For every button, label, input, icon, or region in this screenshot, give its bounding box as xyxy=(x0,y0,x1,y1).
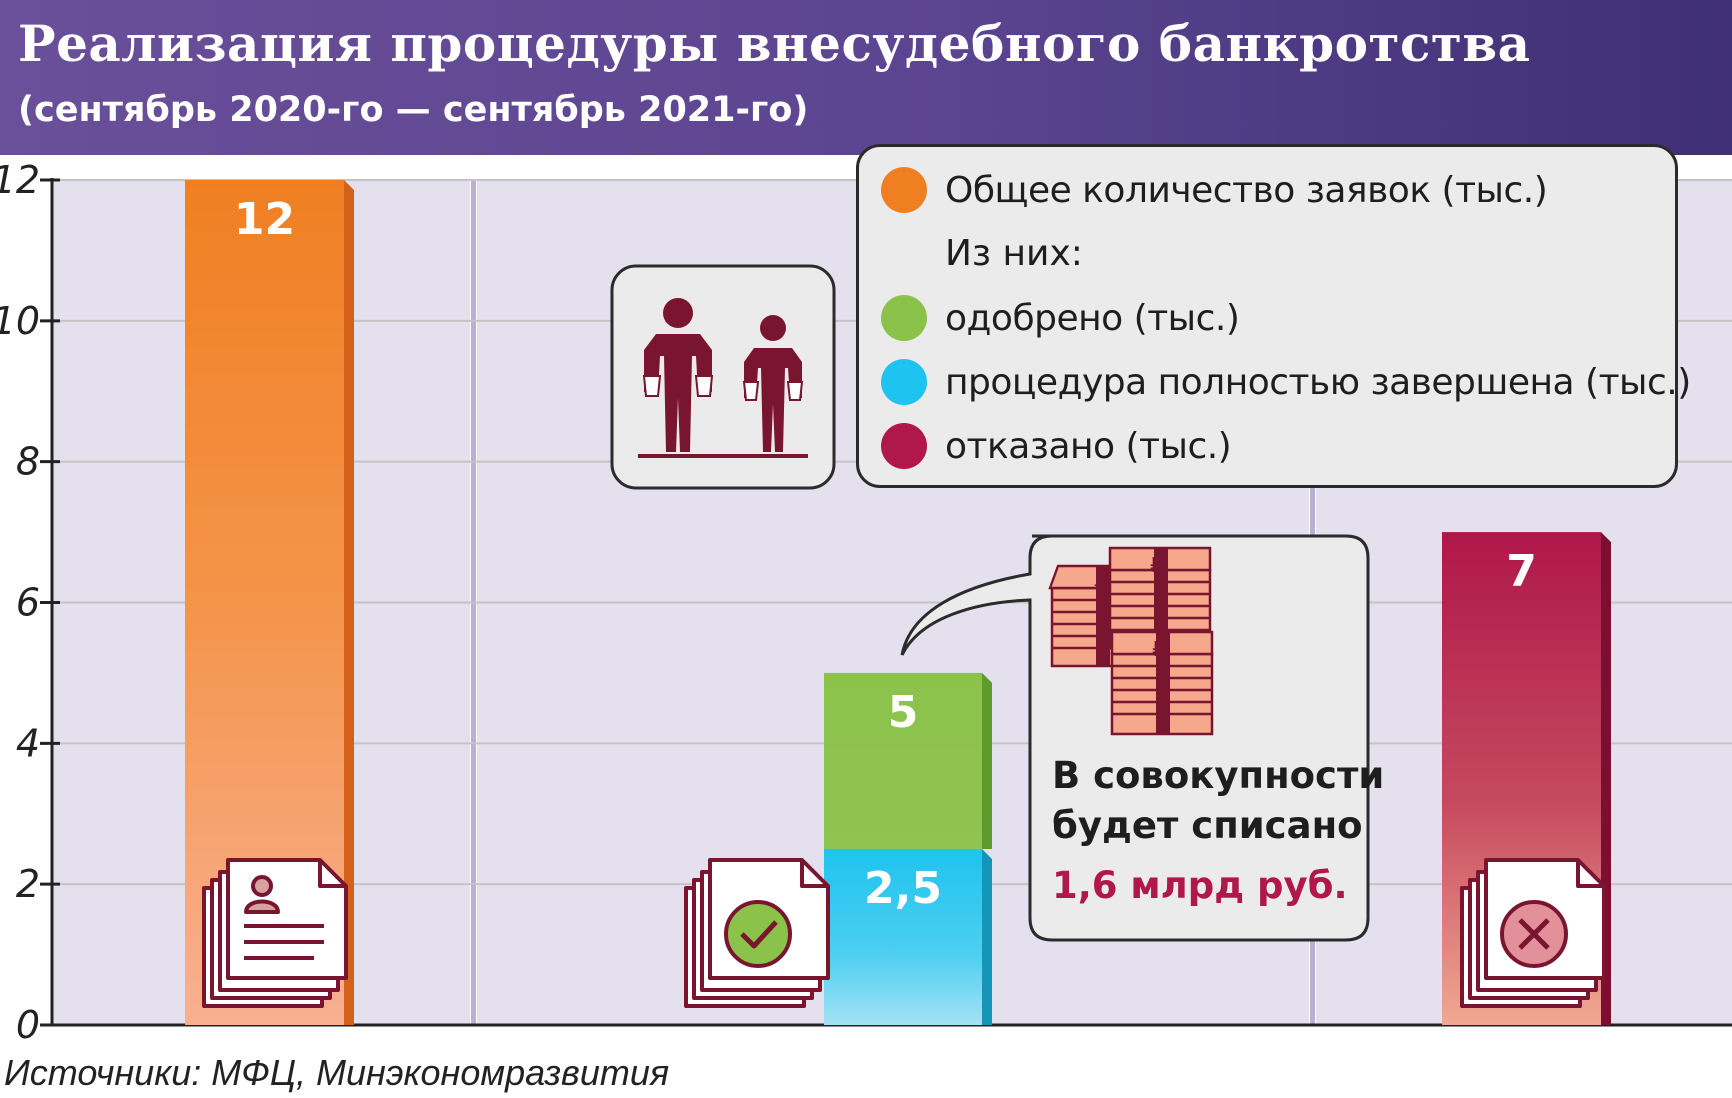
svg-text:₽: ₽ xyxy=(1152,637,1165,661)
legend-swatch xyxy=(881,167,927,213)
y-tick-label: 8 xyxy=(16,440,40,484)
bar-side xyxy=(982,672,992,849)
legend-item: отказано (тыс.) xyxy=(881,421,1232,471)
svg-text:₽: ₽ xyxy=(1150,553,1163,577)
y-tick-label: 4 xyxy=(16,721,40,765)
y-tick-label: 12 xyxy=(0,158,40,202)
bar-side xyxy=(982,848,992,1025)
callout-amount: 1,6 млрд руб. xyxy=(1052,864,1348,907)
bar-side xyxy=(344,180,354,1025)
legend-swatch xyxy=(881,359,927,405)
bar xyxy=(824,848,982,1025)
y-tick-label: 2 xyxy=(16,862,40,906)
callout-line-1: В совокупности xyxy=(1052,754,1385,797)
bar-value-label: 2,5 xyxy=(864,863,942,914)
bankrupt-people-icon xyxy=(610,264,836,490)
legend-label: процедура полностью завершена (тыс.) xyxy=(945,361,1691,403)
bar-value-label: 5 xyxy=(888,687,919,738)
source-note: Источники: МФЦ, Минэкономразвития xyxy=(4,1052,670,1093)
bar-value-label: 7 xyxy=(1506,546,1537,597)
y-tick-label: 6 xyxy=(16,581,40,625)
ruble-money-stacks-icon: ₽ ₽ ₽ xyxy=(1048,546,1214,736)
legend: Общее количество заявок (тыс.) Из них: о… xyxy=(856,144,1691,488)
legend-label: Общее количество заявок (тыс.) xyxy=(945,169,1548,211)
legend-swatch xyxy=(881,423,927,469)
legend-label: одобрено (тыс.) xyxy=(945,297,1240,339)
legend-label: отказано (тыс.) xyxy=(945,425,1232,467)
legend-subheading: Из них: xyxy=(945,233,1083,274)
chart-title: Реализация процедуры внесудебного банкро… xyxy=(18,14,1531,73)
legend-swatch xyxy=(881,295,927,341)
rejected-document-icon xyxy=(1460,858,1606,1008)
callout-line-2: будет списано xyxy=(1052,804,1363,847)
bar xyxy=(824,672,982,849)
header-banner: Реализация процедуры внесудебного банкро… xyxy=(0,0,1732,155)
y-tick-label: 10 xyxy=(0,299,40,343)
application-document-icon xyxy=(202,858,348,1008)
bar-value-label: 12 xyxy=(234,194,295,245)
legend-item: процедура полностью завершена (тыс.) xyxy=(881,357,1691,407)
chart-subtitle: (сентябрь 2020-го — сентябрь 2021-го) xyxy=(18,90,809,130)
y-tick-label: 0 xyxy=(16,1003,40,1047)
svg-text:₽: ₽ xyxy=(1094,573,1107,597)
speech-bubble xyxy=(900,534,1370,942)
legend-item: одобрено (тыс.) xyxy=(881,293,1240,343)
legend-item: Общее количество заявок (тыс.) xyxy=(881,165,1548,215)
approved-document-icon xyxy=(684,858,830,1008)
